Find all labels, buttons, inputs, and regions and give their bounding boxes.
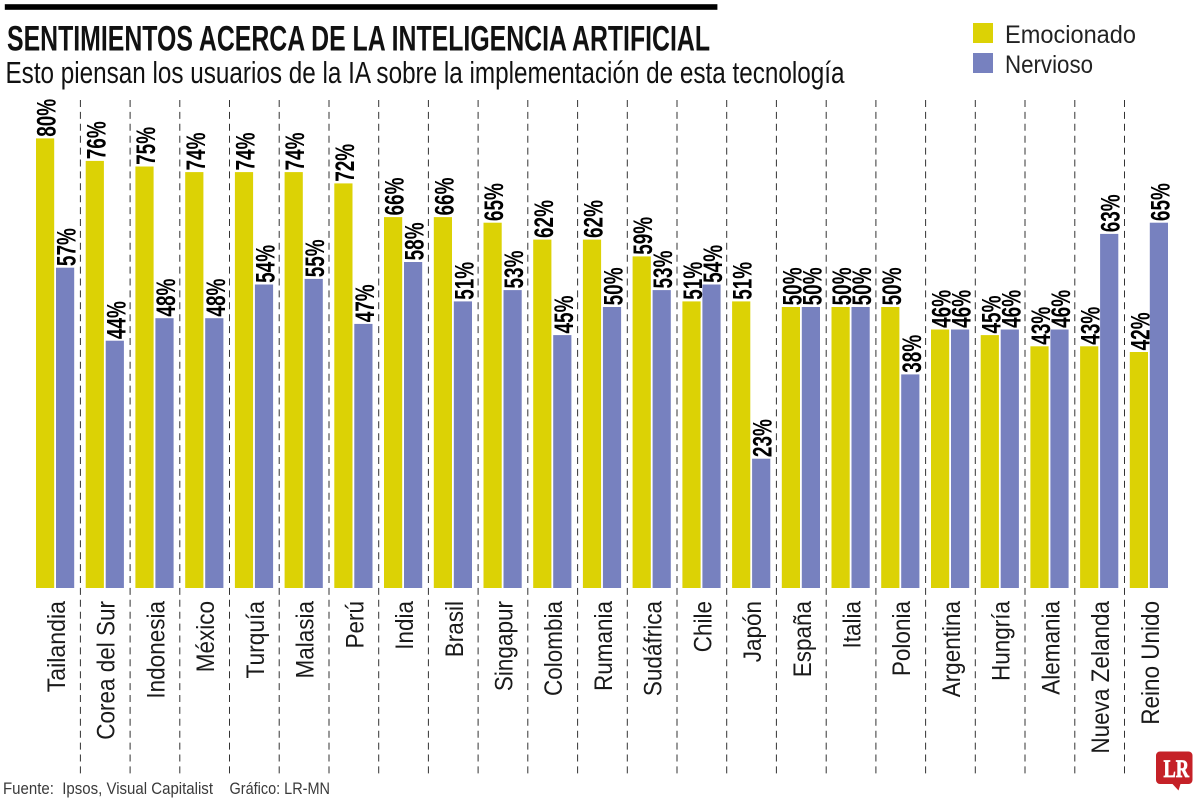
- svg-text:54%: 54%: [251, 245, 281, 283]
- svg-text:48%: 48%: [201, 279, 231, 317]
- svg-text:63%: 63%: [1096, 194, 1126, 232]
- svg-text:50%: 50%: [877, 267, 907, 305]
- svg-text:23%: 23%: [748, 419, 778, 457]
- svg-text:66%: 66%: [380, 178, 410, 216]
- svg-text:Corea del Sur: Corea del Sur: [93, 601, 121, 740]
- svg-text:Polonia: Polonia: [888, 601, 916, 676]
- svg-text:47%: 47%: [350, 284, 380, 322]
- svg-text:75%: 75%: [131, 127, 161, 165]
- svg-text:Nervioso: Nervioso: [1005, 51, 1093, 79]
- svg-text:México: México: [192, 601, 220, 672]
- svg-text:43%: 43%: [1026, 307, 1056, 345]
- svg-text:57%: 57%: [52, 228, 82, 266]
- svg-text:Argentina: Argentina: [938, 601, 966, 697]
- svg-text:India: India: [391, 601, 419, 650]
- svg-text:Brasil: Brasil: [441, 601, 469, 657]
- svg-text:50%: 50%: [777, 267, 807, 305]
- svg-text:Esto piensan los usuarios de l: Esto piensan los usuarios de la IA sobre…: [6, 55, 846, 90]
- svg-text:Emocionado: Emocionado: [1005, 21, 1136, 49]
- svg-text:Turquía: Turquía: [242, 601, 270, 679]
- svg-text:55%: 55%: [300, 239, 330, 277]
- svg-text:74%: 74%: [181, 133, 211, 171]
- svg-text:74%: 74%: [280, 133, 310, 171]
- svg-text:Sudáfrica: Sudáfrica: [640, 601, 668, 696]
- svg-text:Singapur: Singapur: [491, 601, 519, 691]
- svg-text:Reino Unido: Reino Unido: [1137, 601, 1165, 725]
- svg-text:Japón: Japón: [739, 601, 767, 662]
- svg-text:46%: 46%: [996, 290, 1026, 328]
- svg-text:59%: 59%: [628, 217, 658, 255]
- svg-text:50%: 50%: [827, 267, 857, 305]
- svg-text:Nueva Zelanda: Nueva Zelanda: [1087, 601, 1115, 754]
- svg-text:Chile: Chile: [689, 601, 717, 652]
- svg-text:España: España: [789, 601, 817, 677]
- svg-text:46%: 46%: [1046, 290, 1076, 328]
- svg-text:Indonesia: Indonesia: [142, 601, 170, 699]
- svg-text:Malasia: Malasia: [292, 601, 320, 679]
- svg-text:Italia: Italia: [839, 601, 867, 649]
- svg-text:48%: 48%: [151, 279, 181, 317]
- svg-text:80%: 80%: [32, 99, 62, 137]
- svg-text:Hungría: Hungría: [988, 601, 1016, 681]
- svg-text:43%: 43%: [1076, 307, 1106, 345]
- svg-text:42%: 42%: [1125, 312, 1155, 350]
- svg-text:50%: 50%: [847, 267, 877, 305]
- svg-text:LR: LR: [1164, 756, 1190, 783]
- svg-text:Colombia: Colombia: [540, 601, 568, 696]
- svg-text:65%: 65%: [1145, 183, 1175, 221]
- svg-text:Perú: Perú: [341, 601, 369, 649]
- svg-text:46%: 46%: [927, 290, 957, 328]
- svg-text:51%: 51%: [678, 262, 708, 300]
- svg-text:46%: 46%: [947, 290, 977, 328]
- svg-text:65%: 65%: [479, 183, 509, 221]
- svg-text:51%: 51%: [728, 262, 758, 300]
- svg-text:Tailandia: Tailandia: [43, 601, 71, 692]
- svg-text:44%: 44%: [101, 301, 131, 339]
- svg-text:51%: 51%: [449, 262, 479, 300]
- svg-text:76%: 76%: [81, 121, 111, 159]
- svg-text:45%: 45%: [549, 296, 579, 334]
- svg-text:74%: 74%: [231, 133, 261, 171]
- svg-text:62%: 62%: [529, 200, 559, 238]
- svg-text:53%: 53%: [648, 251, 678, 289]
- svg-text:SENTIMIENTOS ACERCA DE LA INTE: SENTIMIENTOS ACERCA DE LA INTELIGENCIA A…: [7, 20, 710, 59]
- svg-text:50%: 50%: [797, 267, 827, 305]
- svg-text:Rumania: Rumania: [590, 601, 618, 691]
- svg-text:50%: 50%: [599, 267, 629, 305]
- svg-text:62%: 62%: [579, 200, 609, 238]
- svg-text:66%: 66%: [429, 178, 459, 216]
- svg-text:54%: 54%: [698, 245, 728, 283]
- svg-text:58%: 58%: [400, 222, 430, 260]
- svg-text:Gráfico: LR-MN: Gráfico: LR-MN: [230, 780, 331, 798]
- svg-text:Fuente: Ipsos, Visual Capital: Fuente: Ipsos, Visual Capitalist: [3, 780, 213, 798]
- svg-text:45%: 45%: [976, 295, 1006, 333]
- svg-text:38%: 38%: [897, 335, 927, 373]
- svg-text:72%: 72%: [330, 144, 360, 182]
- svg-text:Alemania: Alemania: [1037, 601, 1065, 695]
- svg-text:53%: 53%: [499, 251, 529, 289]
